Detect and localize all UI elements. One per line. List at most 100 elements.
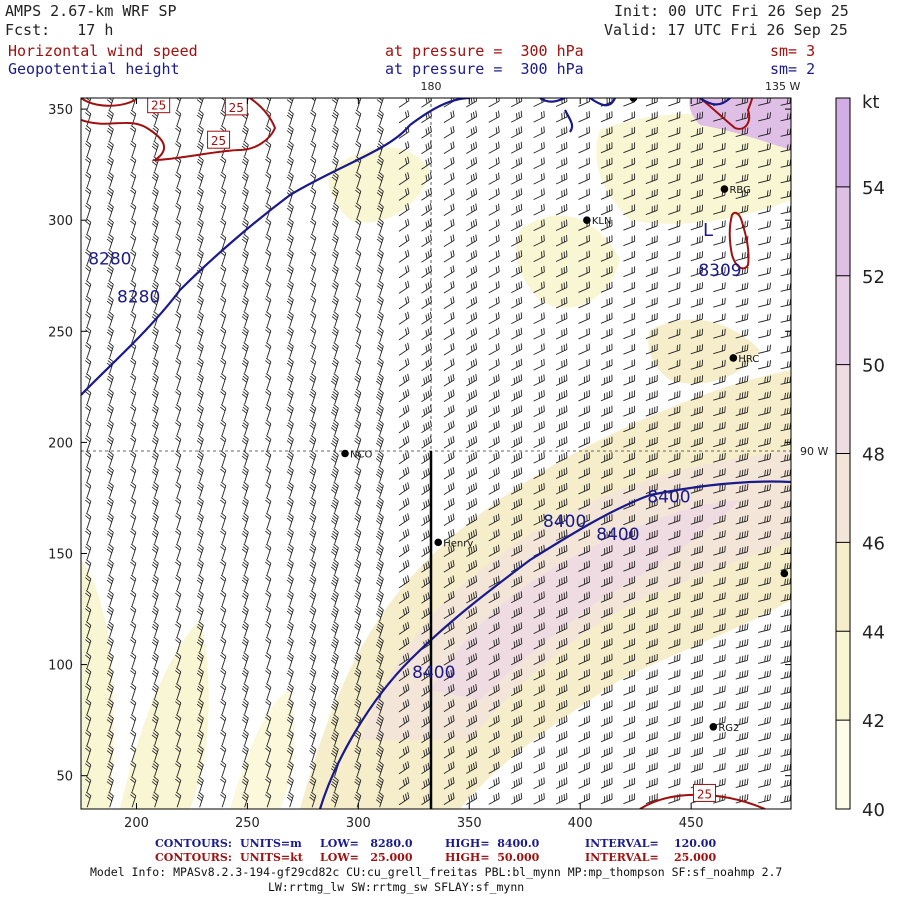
wind-barb — [600, 111, 613, 123]
wind-barb — [265, 683, 272, 699]
wind-barb — [175, 497, 182, 513]
wind-barb — [735, 359, 749, 370]
wind-barb — [713, 328, 726, 339]
wind-barb — [330, 636, 339, 653]
wind-barb — [175, 342, 182, 358]
wind-barb — [533, 591, 545, 604]
height-contour-8280 — [81, 98, 471, 396]
wind-barb — [690, 545, 704, 556]
wind-barb — [466, 498, 478, 511]
wind-barb — [375, 745, 384, 761]
wind-barb — [151, 249, 159, 265]
wind-height-map: 8280 8280 8400 8400 8400 8400 8309 25 25 25 25 RBG… — [48, 80, 885, 831]
wind-barb — [623, 173, 636, 185]
wind-barb — [151, 388, 159, 405]
wind-barb — [533, 126, 545, 139]
wind-barb — [309, 435, 317, 451]
wind-barb — [286, 249, 294, 265]
wind-barb — [130, 652, 137, 668]
wind-barb — [488, 389, 500, 402]
wind-barb — [443, 497, 455, 511]
wind-barb — [533, 343, 545, 356]
wind-barb — [106, 698, 114, 715]
wind-barb — [645, 126, 658, 138]
wind-barb — [623, 374, 636, 386]
wind-barb — [106, 187, 114, 203]
wind-barb — [220, 776, 227, 792]
wind-barb — [151, 574, 159, 591]
wind-barb — [151, 791, 159, 808]
wind-barb — [510, 110, 523, 123]
wind-barb — [623, 111, 636, 123]
wind-barb — [151, 373, 159, 389]
wind-barb — [151, 218, 159, 234]
wind-barb — [578, 684, 590, 696]
wind-barb — [196, 745, 204, 761]
wind-barb — [735, 592, 749, 602]
wind-barb — [85, 171, 92, 188]
wind-barb — [196, 559, 204, 575]
wind-barb — [130, 512, 137, 529]
wind-barb — [106, 156, 114, 172]
wind-barb — [578, 436, 590, 448]
wind-barb — [713, 266, 726, 277]
wind-barb — [488, 467, 500, 480]
wind-barb — [690, 437, 704, 448]
wind-barb — [286, 171, 294, 188]
wind-barb — [645, 421, 658, 432]
wind-barb — [151, 419, 159, 436]
wind-barb — [309, 574, 317, 591]
wind-barb — [421, 296, 432, 310]
wind-barb — [600, 777, 613, 789]
wind-barb — [668, 762, 681, 773]
wind-barb — [735, 251, 749, 261]
wind-barb — [106, 667, 114, 684]
wind-barb — [578, 498, 590, 510]
wind-barb — [265, 233, 272, 250]
station-marker: HRC — [729, 354, 759, 365]
wind-barb — [175, 760, 182, 777]
wind-barb — [265, 481, 272, 498]
wind-barb — [443, 730, 455, 743]
wind-barb — [735, 375, 749, 385]
wind-barb — [578, 591, 590, 603]
wind-barb — [309, 729, 317, 746]
wind-barb — [310, 109, 317, 126]
wind-barb — [286, 621, 294, 637]
wind-barb — [510, 746, 523, 759]
wind-barb — [130, 481, 137, 498]
wind-barb — [713, 638, 726, 649]
wind-barb — [443, 218, 455, 232]
wind-barb — [398, 606, 410, 620]
wind-barb — [286, 125, 294, 141]
wind-barb — [668, 313, 681, 324]
wind-barb — [220, 373, 227, 389]
wind-barb — [645, 607, 658, 618]
wind-barb — [310, 140, 317, 157]
wind-barb — [309, 497, 317, 513]
wind-barb — [510, 467, 523, 480]
wind-barb — [623, 250, 636, 262]
wind-barb — [175, 357, 182, 374]
wind-barb — [488, 622, 500, 635]
wind-barb — [555, 405, 568, 417]
wind-barb — [690, 700, 704, 711]
wind-barb — [310, 311, 317, 327]
pressure-level-1: at pressure = 300 hPa — [385, 42, 584, 60]
wind-barb — [130, 760, 137, 777]
wind-barb — [533, 358, 545, 371]
wind-barb — [151, 543, 159, 560]
wind-barb — [330, 574, 339, 591]
wind-barb — [175, 574, 182, 591]
wind-barb — [758, 360, 772, 370]
wind-barb — [398, 98, 410, 108]
wind-barb — [220, 729, 227, 746]
wind-barb — [780, 438, 791, 447]
wind-barb — [758, 747, 772, 757]
wind-barb — [330, 512, 339, 529]
wind-barb — [600, 715, 613, 727]
wind-barb — [443, 699, 455, 712]
wind-barb — [286, 233, 294, 250]
wind-barb — [265, 466, 272, 482]
wind-barb — [466, 157, 478, 170]
